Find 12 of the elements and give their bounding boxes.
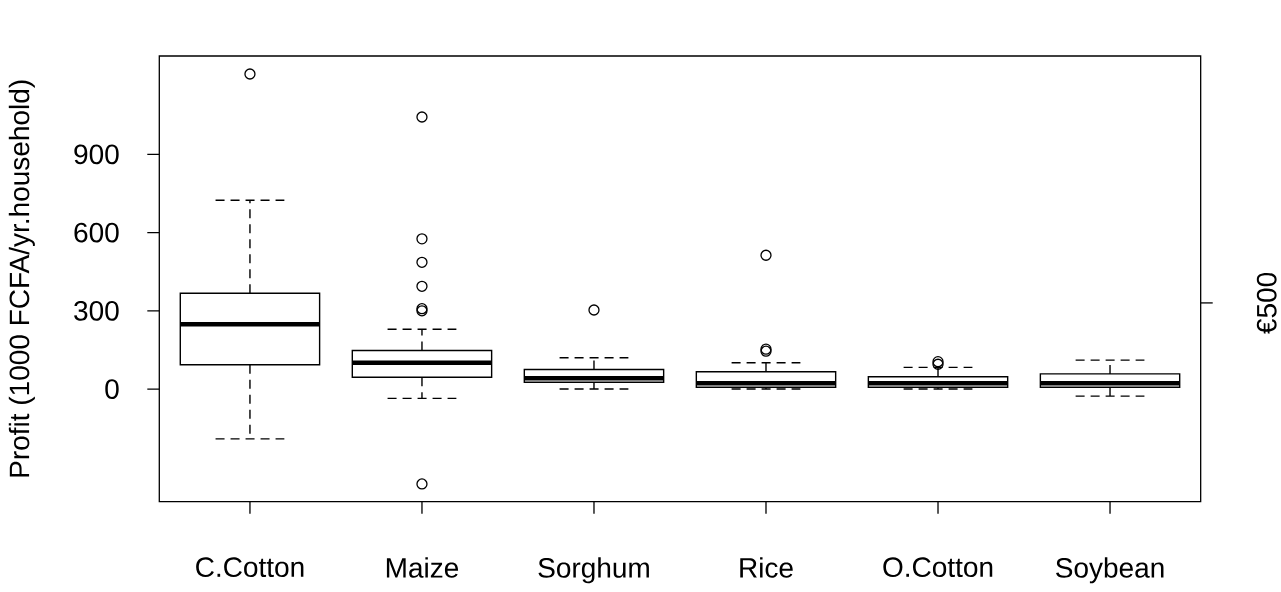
y-tick-label: 600: [74, 222, 119, 243]
x-tick-label: Soybean: [1056, 557, 1164, 584]
y-tick-label: 300: [74, 300, 119, 321]
text: €500: [1256, 272, 1277, 334]
x-tick-label: Maize: [386, 557, 459, 578]
x-tick-label: C.Cotton: [196, 557, 304, 578]
x-tick-label: Sorghum: [538, 557, 649, 584]
y-tick-label: 0: [105, 379, 119, 399]
x-tick-label: O.Cotton: [883, 557, 993, 578]
y-tick-label: 900: [74, 144, 119, 165]
x-tick-label: Rice: [740, 557, 793, 578]
y-axis-title: Profit (1000 FCFA/yr.household): [8, 80, 35, 477]
